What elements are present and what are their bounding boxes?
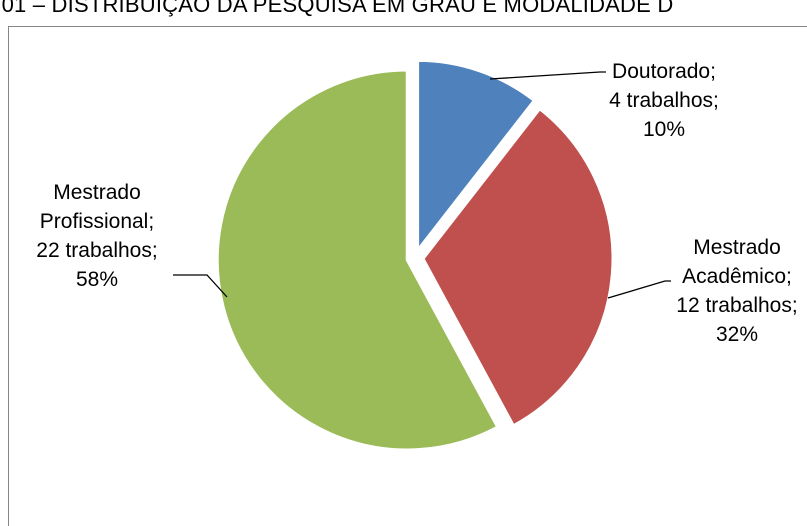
data-label-line: Mestrado (53, 181, 141, 204)
data-label-line: 10% (643, 118, 685, 141)
data-label-line: 32% (716, 323, 758, 346)
chart-area-border (8, 26, 807, 526)
data-label-doutorado: Doutorado; 4 trabalhos; 10% (609, 60, 719, 141)
leader-line (489, 71, 606, 80)
pie-slice-mestrado-acad-mico (421, 106, 615, 428)
leader-line (607, 280, 671, 299)
data-label-line: Doutorado; (612, 60, 716, 83)
data-label-line: Mestrado (693, 236, 781, 259)
data-label-line: Acadêmico; (682, 265, 792, 288)
pie-slice-doutorado (416, 58, 537, 255)
chart-title: O 01 – DISTRIBUIÇÃO DA PESQUISA EM GRAU … (0, 0, 674, 17)
data-label-line: 4 trabalhos; (609, 89, 719, 112)
data-label-line: 22 trabalhos; (36, 239, 157, 262)
data-label-line: 12 trabalhos; (676, 294, 797, 317)
data-label-line: 58% (76, 268, 118, 291)
pie-slice-mestrado-profissional (215, 68, 500, 452)
pie-chart: Doutorado; 4 trabalhos; 10% Mestrado Acadêmi… (36, 58, 798, 452)
data-label-line: Profissional; (40, 210, 154, 233)
data-label-mestrado-profissional: Mestrado Profissional; 22 trabalhos; 58% (36, 181, 157, 291)
leader-line (173, 274, 228, 298)
data-label-mestrado-acad-mico: Mestrado Acadêmico; 12 trabalhos; 32% (676, 236, 797, 346)
